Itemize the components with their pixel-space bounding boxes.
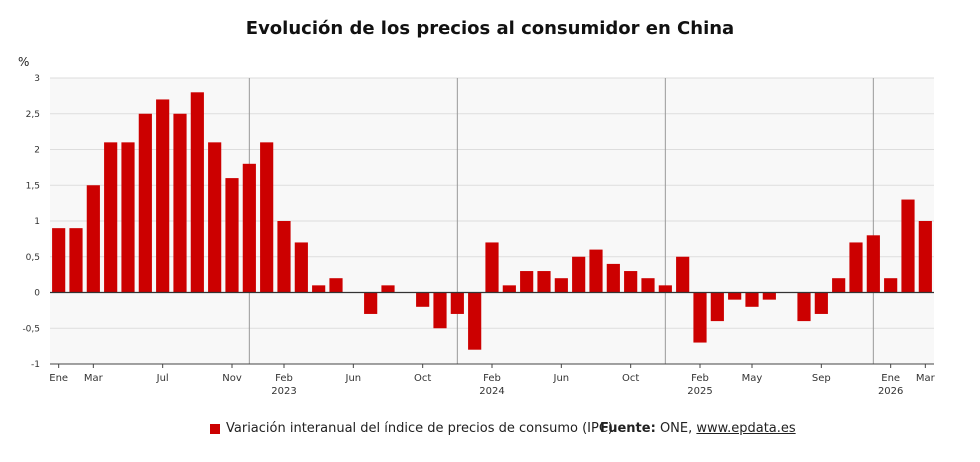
chart-title: Evolución de los precios al consumidor e… xyxy=(245,18,735,39)
source-text: ONE, xyxy=(659,421,693,436)
bar xyxy=(364,292,378,314)
bar xyxy=(572,256,586,293)
x-tick-year-label: 2026 xyxy=(878,386,903,397)
bar xyxy=(728,292,742,300)
bar xyxy=(884,278,898,293)
bar xyxy=(260,142,274,293)
bar xyxy=(208,142,222,293)
y-tick-label: -0,5 xyxy=(22,324,40,334)
bar xyxy=(468,292,482,350)
bar xyxy=(52,228,66,293)
source-label: Fuente: xyxy=(600,421,656,436)
x-tick-label: Sep xyxy=(812,373,831,384)
bar xyxy=(918,221,932,293)
bar xyxy=(589,249,603,293)
y-tick-label: 2,5 xyxy=(26,110,40,120)
bar xyxy=(658,285,672,293)
bar xyxy=(433,292,447,329)
bar xyxy=(156,99,170,293)
bar xyxy=(901,199,915,293)
bar xyxy=(814,292,828,314)
legend-label: Variación interanual del índice de preci… xyxy=(226,421,613,436)
bar xyxy=(641,278,655,293)
bar xyxy=(502,285,516,293)
x-tick-label: Nov xyxy=(222,373,242,384)
bar xyxy=(173,113,187,293)
x-tick-label: Oct xyxy=(622,373,639,384)
bar xyxy=(797,292,811,322)
bar xyxy=(762,292,776,300)
x-tick-label: Feb xyxy=(275,373,293,384)
y-tick-label: 0 xyxy=(34,289,40,299)
x-tick-label: Ene xyxy=(881,373,900,384)
bar xyxy=(537,271,551,293)
y-tick-label: 2 xyxy=(34,146,40,156)
x-tick-label: Jul xyxy=(156,373,169,384)
x-tick-label: Feb xyxy=(691,373,709,384)
bar xyxy=(121,142,135,293)
bar xyxy=(832,278,846,293)
x-tick-label: Feb xyxy=(483,373,501,384)
y-tick-label: 3 xyxy=(34,74,40,84)
source-attribution: Fuente: ONE, www.epdata.es xyxy=(600,421,796,436)
bar xyxy=(190,92,204,293)
bar xyxy=(520,271,534,293)
bar xyxy=(225,178,239,293)
bar xyxy=(554,278,568,293)
x-tick-label: Ene xyxy=(49,373,68,384)
x-tick-label: Oct xyxy=(414,373,431,384)
chart-legend[interactable]: Variación interanual del índice de preci… xyxy=(210,421,613,436)
bar xyxy=(294,242,308,293)
x-tick-label: Jun xyxy=(553,373,570,384)
bar xyxy=(242,163,256,293)
bar xyxy=(485,242,499,293)
bar xyxy=(416,292,430,307)
y-tick-label: -1 xyxy=(31,360,40,370)
bar xyxy=(849,242,863,293)
x-tick-label: May xyxy=(742,373,763,384)
y-tick-label: 0,5 xyxy=(26,253,40,263)
bar xyxy=(866,235,880,293)
bar xyxy=(138,113,152,293)
source-link[interactable]: www.epdata.es xyxy=(696,421,796,436)
y-tick-label: 1 xyxy=(34,217,40,227)
bar xyxy=(606,263,620,293)
bar xyxy=(277,221,291,293)
bar xyxy=(104,142,118,293)
bar xyxy=(676,256,690,293)
bar xyxy=(329,278,343,293)
bar xyxy=(86,185,100,293)
bar xyxy=(450,292,464,314)
bar xyxy=(312,285,326,293)
y-tick-label: 1,5 xyxy=(26,181,40,191)
bar xyxy=(745,292,759,307)
bar xyxy=(624,271,638,293)
bar xyxy=(693,292,707,343)
x-tick-year-label: 2025 xyxy=(687,386,712,397)
x-tick-year-label: 2023 xyxy=(271,386,296,397)
legend-swatch xyxy=(210,423,220,434)
bar xyxy=(69,228,83,293)
bar xyxy=(381,285,395,293)
bar xyxy=(710,292,724,322)
y-axis-label: % xyxy=(18,55,29,69)
x-tick-label: Jun xyxy=(345,373,362,384)
x-tick-label: Mar xyxy=(84,373,104,384)
x-tick-year-label: 2024 xyxy=(479,386,504,397)
x-tick-label: Mar xyxy=(916,373,936,384)
